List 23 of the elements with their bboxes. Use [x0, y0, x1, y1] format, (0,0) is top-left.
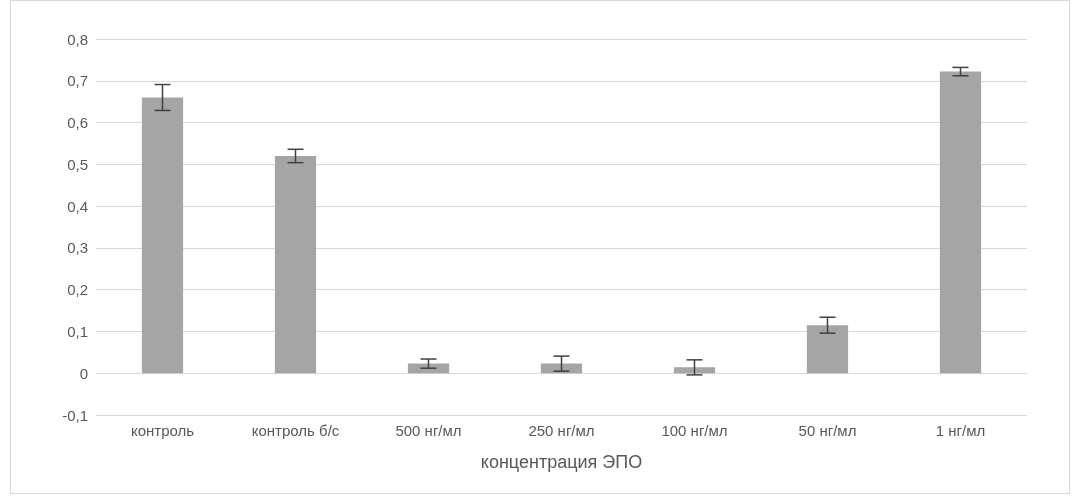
- x-axis-title: концентрация ЭПО: [480, 452, 643, 472]
- y-tick-label: 0,7: [67, 72, 88, 90]
- x-tick-label: 250 нг/мл: [528, 422, 595, 439]
- bar: [939, 71, 982, 374]
- bar: [274, 155, 317, 374]
- y-tick-label: 0,8: [67, 30, 88, 48]
- x-tick-label: 50 нг/мл: [798, 422, 857, 439]
- y-tick-label: 0,3: [67, 239, 88, 257]
- x-tick-label: контроль: [130, 422, 195, 439]
- x-tick-label: 100 нг/мл: [661, 422, 728, 439]
- y-tick-label: 0: [79, 364, 88, 382]
- x-tick-label: 1 нг/мл: [935, 422, 986, 439]
- bar: [806, 325, 849, 374]
- y-tick-label: 0,5: [67, 155, 88, 173]
- y-tick-label: 0,4: [67, 197, 88, 215]
- y-tick-label: -0,1: [62, 406, 88, 424]
- y-tick-label: 0,1: [67, 322, 88, 340]
- x-tick-label: контроль б/с: [251, 422, 340, 439]
- bar: [141, 97, 184, 374]
- y-tick-label: 0,6: [67, 114, 88, 132]
- y-tick-label: 0,2: [67, 281, 88, 299]
- bar: [673, 367, 716, 374]
- x-tick-label: 500 нг/мл: [395, 422, 462, 439]
